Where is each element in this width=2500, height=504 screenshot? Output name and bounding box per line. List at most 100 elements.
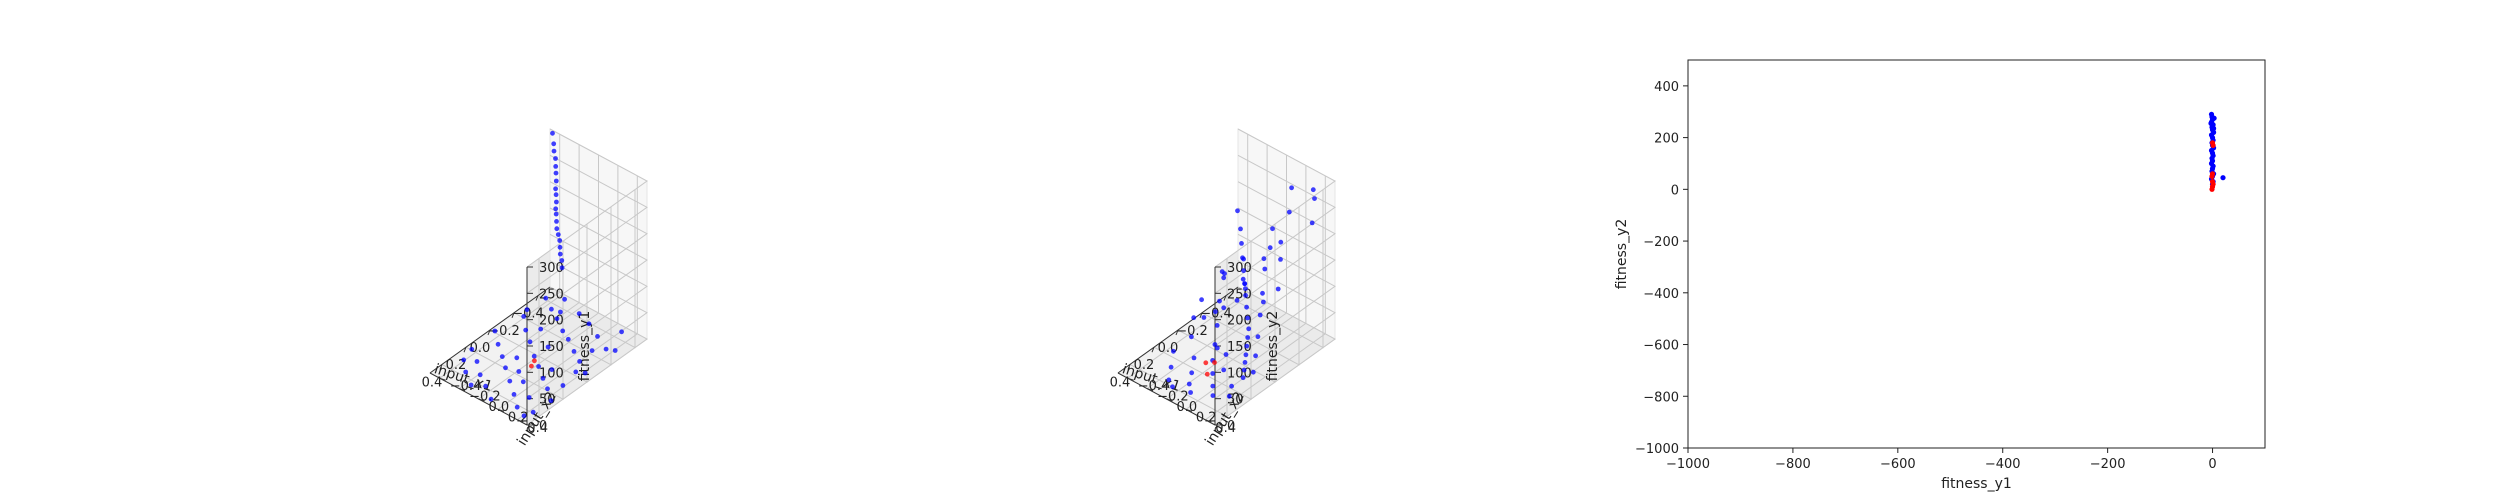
x-tick [1127, 364, 1131, 370]
data-point [545, 344, 551, 350]
highlight-point [529, 363, 534, 369]
x-tick [1199, 312, 1203, 318]
data-point [1210, 383, 1216, 389]
data-point [1243, 286, 1248, 291]
z-tick-label: 250 [539, 287, 564, 302]
y-tick [439, 377, 446, 381]
x-tick-label: 0.0 [1158, 341, 1179, 356]
x-tick [535, 295, 539, 301]
x-tick [487, 329, 491, 336]
x-tick [463, 347, 467, 353]
data-point [557, 238, 563, 243]
data-point [562, 296, 567, 302]
z-tick-label: 0 [539, 419, 547, 434]
y-tick-label: −200 [1643, 235, 1679, 250]
highlight-point [532, 358, 537, 364]
data-point [1240, 276, 1246, 282]
data-point [1257, 312, 1263, 318]
plot3d-2: −0.4−0.20.00.20.4 −0.4−0.20.00.20.4050100… [1110, 128, 1336, 449]
data-point [1213, 309, 1218, 315]
grid-z [1214, 260, 1336, 400]
data-point [1241, 256, 1246, 262]
data-point [1201, 315, 1207, 320]
y-tick-label: 400 [1654, 80, 1679, 95]
data-point [1267, 245, 1273, 251]
x-tick-label: −0.4 [512, 307, 544, 322]
y-tick [497, 408, 505, 412]
z-tick-label: 50 [539, 393, 556, 408]
plot-frame [1687, 59, 2266, 449]
y-tick-label: 200 [1654, 132, 1679, 147]
data-point [573, 369, 579, 375]
data-point [557, 251, 563, 257]
highlight-point [1203, 360, 1209, 366]
data-point [488, 396, 494, 402]
data-point [1221, 367, 1227, 373]
data-point [543, 295, 549, 301]
data-point [1188, 390, 1193, 395]
y-tick-label: −0.2 [1157, 390, 1189, 405]
data-point [577, 359, 582, 364]
y-tick [1205, 419, 1212, 423]
data-point [554, 316, 560, 322]
data-point [549, 306, 554, 312]
data-point [1223, 352, 1229, 357]
data-point [560, 383, 566, 388]
x-tick-label: −0.2 [488, 324, 520, 339]
x-tick [439, 364, 443, 370]
data-point [1210, 393, 1216, 398]
data-point [1312, 196, 1317, 202]
x-tick-label: 0.2 [1134, 358, 1155, 373]
data-point [586, 321, 592, 327]
data-point [553, 156, 558, 161]
z-tick-label: 0 [1227, 419, 1235, 434]
data-point [565, 336, 571, 342]
highlight-point [1212, 360, 1217, 365]
grid-z [1214, 233, 1336, 373]
grid-z [1214, 286, 1336, 426]
data-point [553, 164, 559, 169]
data-point [553, 206, 559, 212]
highlight-point [2210, 142, 2216, 148]
data-point [1238, 226, 1243, 232]
data-point [1219, 269, 1225, 274]
data-point [582, 370, 588, 376]
grid-z [526, 286, 648, 426]
data-point [520, 379, 526, 385]
data-point [553, 211, 559, 217]
data-point [1199, 297, 1204, 303]
data-point [1214, 323, 1220, 328]
y-tick-label: 0 [1671, 183, 1679, 198]
data-point [1245, 315, 1250, 321]
x-tick-label: −200 [2090, 457, 2126, 472]
data-point [1189, 334, 1194, 340]
data-point [540, 376, 546, 381]
data-point [559, 258, 565, 263]
data-point [553, 186, 558, 192]
data-point [576, 311, 582, 316]
data-point [1189, 370, 1195, 376]
data-point [1241, 268, 1246, 274]
data-point [1278, 257, 1283, 262]
data-point [555, 232, 561, 238]
x-tick [1175, 329, 1179, 336]
y-tick [517, 419, 524, 423]
data-point [1166, 377, 1172, 383]
x-tick [511, 312, 515, 318]
data-point [554, 199, 559, 205]
z-tick-label: 300 [1227, 261, 1252, 276]
y-tick [1185, 408, 1193, 412]
data-point [1245, 335, 1251, 340]
data-point [1170, 384, 1175, 390]
grid-z [526, 233, 648, 373]
x-tick-label: −400 [1985, 457, 2021, 472]
data-point [521, 314, 527, 319]
plot2d-3: −1000 −800 −600 −400 −200 0 −1000 −800 −600 −400 −… [1614, 59, 2266, 492]
x-tick-label: −1000 [1666, 457, 1710, 472]
data-point [483, 383, 488, 389]
data-point [468, 382, 474, 388]
data-point [1246, 326, 1252, 332]
highlight-point [2209, 186, 2215, 192]
